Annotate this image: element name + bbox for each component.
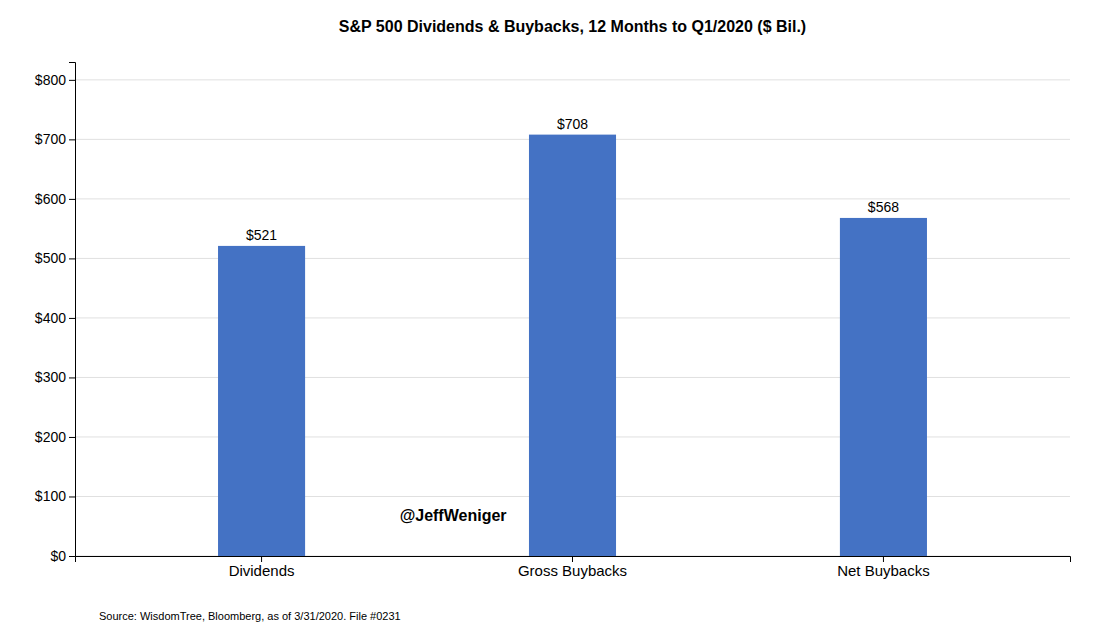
x-tick-label: Dividends [229,562,295,579]
x-tick-label: Net Buybacks [837,562,930,579]
grid-line [75,79,1070,80]
y-tick: $200 [35,429,75,445]
y-axis: $0 $100 $200 $300 $400 $500 $600 $700 $800 [35,63,76,564]
y-tick-mark [69,496,75,497]
x-axis: Dividends Gross Buybacks Net Buybacks [76,556,1071,579]
data-labels: $521 $708 $568 [246,116,899,243]
y-tick: $400 [35,310,75,326]
y-tick-mark [69,437,75,438]
data-label: $708 [557,116,588,132]
bar [218,246,305,556]
x-tick-label: Gross Buybacks [518,562,627,579]
data-label: $521 [246,227,277,243]
bar [840,218,927,556]
x-tick: Net Buybacks [837,556,930,579]
chart: $0 $100 $200 $300 $400 $500 $600 $700 $800 Divide… [0,0,1100,628]
data-label: $568 [868,199,899,215]
y-tick: $600 [35,191,75,207]
x-tick: Dividends [229,556,295,579]
y-tick-mark [69,258,75,259]
bars [218,135,927,556]
y-tick-mark [69,318,75,319]
y-tick: $800 [35,72,75,88]
watermark: @JeffWeniger [400,507,507,524]
y-tick-label: $200 [35,429,66,445]
y-tick-label: $500 [35,250,66,266]
y-axis-line [69,63,76,557]
x-tick: Gross Buybacks [518,556,627,579]
source-note: Source: WisdomTree, Bloomberg, as of 3/3… [99,610,401,622]
grid [75,80,1070,556]
y-tick: $0 [50,548,75,564]
y-tick-label: $800 [35,72,66,88]
y-tick-label: $400 [35,310,66,326]
y-tick-mark [69,377,75,378]
y-tick-mark [69,199,75,200]
y-tick-label: $700 [35,131,66,147]
y-tick: $300 [35,369,75,385]
title: S&P 500 Dividends & Buybacks, 12 Months … [339,18,806,35]
y-tick-label: $600 [35,191,66,207]
y-tick-mark [69,556,75,557]
y-tick-label: $0 [50,548,66,564]
y-tick: $100 [35,488,75,504]
y-tick-mark [69,80,75,81]
y-tick: $700 [35,131,75,147]
plot-area: $0 $100 $200 $300 $400 $500 $600 $700 $800 Divide… [35,63,1071,579]
y-tick-label: $300 [35,369,66,385]
y-tick: $500 [35,250,75,266]
y-tick-label: $100 [35,488,66,504]
bar [529,135,616,556]
y-tick-mark [69,139,75,140]
